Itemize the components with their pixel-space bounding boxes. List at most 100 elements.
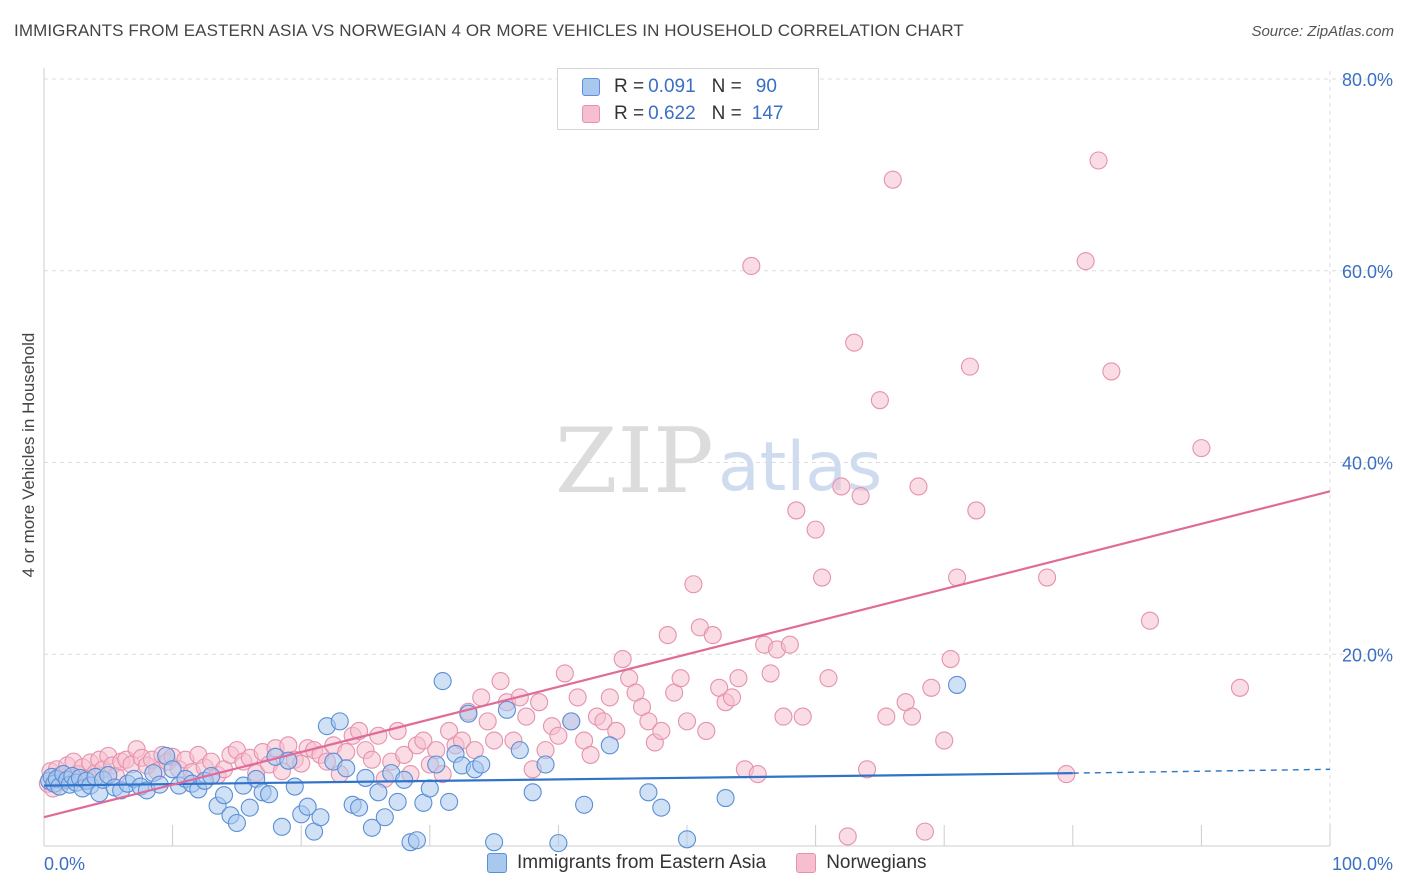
eastern-asia-point [497,700,517,719]
norwegian-point [530,693,549,712]
eastern-asia-point [716,789,735,808]
eastern-asia-point [163,760,182,779]
norwegian-point [697,721,716,741]
tick-labels: 20.0% 40.0% 60.0% 80.0% 0.0% 100.0% [44,70,1393,874]
eastern-asia-point [388,792,407,811]
eastern-asia-point [375,808,394,827]
norwegian-point [780,635,799,654]
norwegian-point [549,726,568,745]
y-axis-label: 4 or more Vehicles in Household [19,333,38,578]
eastern-asia-point [677,830,697,849]
norwegian-point [845,333,864,352]
norwegian-point [922,678,941,697]
norwegian-point [1230,678,1250,697]
eastern-asia-point [285,777,304,796]
eastern-asia-point [240,798,259,817]
eastern-asia-point [562,712,581,731]
eastern-asia-trend-extension [1072,768,1331,774]
norwegian-point [902,707,922,726]
norwegian-point [485,731,504,750]
norwegian-trend-line [43,490,1331,819]
norwegian-point [491,672,510,691]
legend-swatch-pink [582,105,600,123]
norwegian-point [684,575,703,594]
grid-lines [44,71,1392,846]
legend-r-label: R = [614,76,645,97]
norwegian-point [857,760,877,779]
watermark: ZIP atlas [555,409,882,514]
norwegian-point [1102,362,1121,381]
x-tick-label-max: 100.0% [1332,854,1393,874]
legend-label-norwegians: Norwegians [826,852,927,873]
legend-row-eastern-asia: R = 0.091 N = 90 [582,75,777,99]
norwegian-point [652,721,671,741]
norwegian-point [806,520,825,539]
norwegian-point [883,170,902,189]
legend-swatch-blue [487,853,507,873]
legend-n-label: N = [711,103,742,124]
eastern-asia-point [639,783,658,802]
norwegian-point [967,501,986,520]
norwegian-point [369,726,388,745]
norwegian-point [1076,252,1095,271]
eastern-asia-point [433,672,452,691]
norwegian-point [1038,568,1057,587]
y-tick-label: 60.0% [1342,262,1393,282]
source-note: Source: ZipAtlas.com [1251,23,1394,40]
eastern-asia-point [298,797,317,816]
norwegian-point [819,669,838,688]
norwegian-point [581,745,600,764]
norwegian-point [742,256,761,276]
eastern-asia-point [652,798,671,817]
norwegian-point [677,712,697,731]
series-legend: Immigrants from Eastern Asia Norwegians [487,852,957,874]
legend-item-norwegians[interactable]: Norwegians [796,852,927,874]
trend-lines [43,490,1331,819]
eastern-asia-point [259,785,279,804]
legend-n-value: 90 [755,76,777,97]
eastern-asia-point [420,779,439,798]
norwegian-point [639,712,658,731]
eastern-asia-point [427,755,446,774]
eastern-asia-point [272,817,291,836]
legend-swatch-blue [582,78,600,96]
correlation-legend: R = 0.091 N = 90 R = 0.622 N = 147 [557,68,819,130]
norwegian-point [555,664,574,683]
norwegian-point [774,707,793,726]
norwegian-point [568,688,587,707]
norwegian-point [787,501,806,520]
norwegian-point [941,649,960,669]
norwegian-point [812,568,832,587]
y-tick-label: 20.0% [1342,645,1393,665]
norwegian-point [1140,611,1160,630]
eastern-asia-point [356,768,375,787]
eastern-asia-point [369,783,388,802]
norwegian-point [472,688,491,707]
watermark-zip: ZIP [555,409,714,514]
legend-r-label: R = [614,103,645,124]
norwegian-point [838,827,857,846]
norwegian-point [960,357,979,376]
eastern-asia-point [350,798,369,817]
legend-item-eastern-asia[interactable]: Immigrants from Eastern Asia [487,852,766,874]
legend-n-label: N = [711,76,742,97]
norwegian-point [414,731,433,750]
legend-label-eastern-asia: Immigrants from Eastern Asia [517,852,767,873]
norwegian-point [594,712,613,731]
norwegian-point [1089,151,1108,170]
norwegian-point [395,745,414,764]
norwegian-point [729,669,748,688]
eastern-asia-point [536,755,555,774]
chart-title: IMMIGRANTS FROM EASTERN ASIA VS NORWEGIA… [14,21,964,40]
norwegian-point [613,649,632,669]
norwegian-point [600,688,619,707]
eastern-asia-point [337,759,356,778]
legend-n-value: 147 [751,103,784,124]
legend-r-value: 0.091 [648,76,696,97]
norwegian-point [870,391,889,410]
eastern-asia-point [407,831,426,850]
norwegian-point [748,765,767,784]
eastern-asia-point [362,818,381,837]
eastern-asia-point [510,741,529,760]
